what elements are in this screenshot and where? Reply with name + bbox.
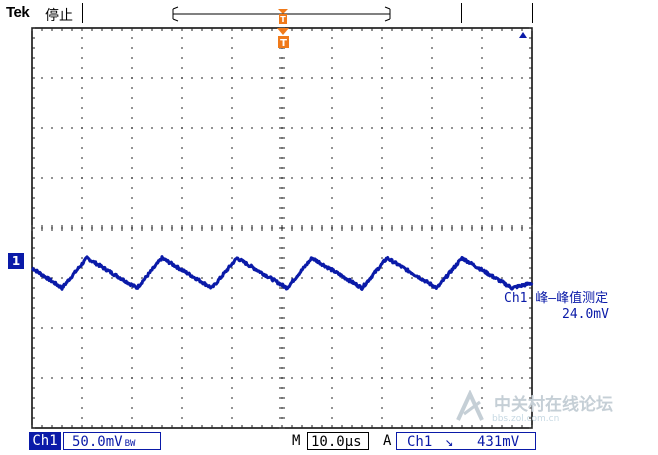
divider (82, 3, 83, 23)
trigger-point-icon: T (277, 28, 289, 49)
svg-text:T: T (280, 15, 286, 24)
measurement-value: 24.0mV (562, 307, 609, 322)
measurement-label: Ch1 峰–峰值测定 (504, 291, 609, 306)
watermark-text: 中关村在线论坛 (494, 395, 613, 415)
channel1-ground-marker[interactable]: 1 (8, 253, 24, 269)
trigger-level: 431mV (477, 434, 520, 450)
divider (532, 3, 533, 23)
vertical-scale-value: 50.0mV (72, 434, 123, 450)
trigger-source: Ch1 (407, 434, 433, 450)
waveform-trace (31, 255, 534, 291)
channel-label[interactable]: Ch1 (29, 432, 61, 450)
trigger-mode: A (383, 433, 392, 449)
timebase-value[interactable]: 10.0μs (307, 432, 369, 450)
watermark-subtext: bbs.zol.com.cn (492, 414, 560, 424)
divider (461, 3, 462, 23)
top-status-bar: Tek 停止 (0, 0, 658, 24)
watermark: 中关村在线论坛 bbs.zol.com.cn (452, 388, 652, 428)
timebase-prefix: M (292, 433, 301, 449)
brand-logo: Tek (6, 4, 30, 21)
trigger-level-arrow-icon (519, 32, 527, 38)
trigger-readout[interactable]: Ch1 ↘ 431mV (396, 432, 536, 450)
bottom-status-bar: Ch1 50.0mV BW M 10.0μs A Ch1 ↘ 431mV (0, 430, 658, 455)
watermark-logo-icon (456, 390, 484, 421)
svg-text:T: T (280, 38, 287, 49)
measurement-readout: Ch1 峰–峰值测定 24.0mV (504, 291, 609, 323)
trigger-position-icon: T (278, 9, 288, 24)
trigger-slope-icon: ↘ (445, 434, 454, 450)
acquisition-status: 停止 (45, 8, 73, 24)
channel1-waveform (31, 255, 534, 291)
bandwidth-limit-icon: BW (124, 439, 136, 449)
vertical-scale[interactable]: 50.0mV BW (63, 432, 161, 450)
graticule-grid (31, 27, 533, 429)
